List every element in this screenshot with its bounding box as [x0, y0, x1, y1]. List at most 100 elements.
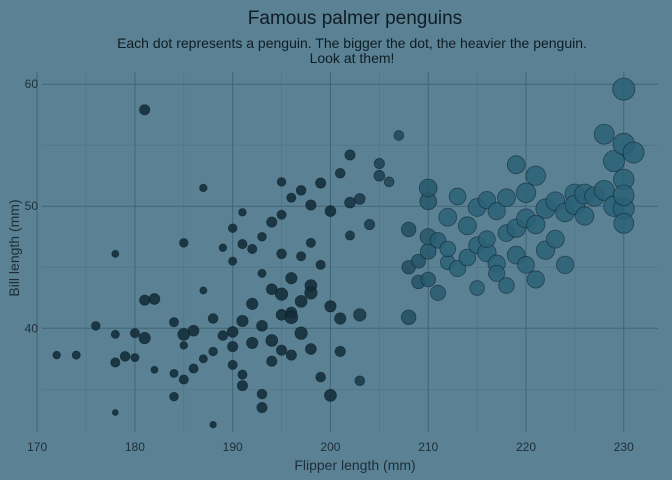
- data-point: [400, 309, 417, 326]
- data-point: [373, 169, 386, 182]
- data-point: [276, 209, 287, 220]
- data-point: [284, 310, 299, 325]
- data-point: [324, 205, 337, 217]
- data-point: [111, 409, 119, 416]
- data-point: [110, 329, 120, 339]
- x-tick-label: 200: [320, 440, 340, 454]
- data-point: [275, 344, 288, 356]
- data-point: [613, 184, 635, 206]
- chart-subtitle-line-1: Each dot represents a penguin. The bigge…: [117, 35, 587, 51]
- data-point: [344, 230, 356, 241]
- grid: [36, 72, 658, 432]
- data-point: [226, 326, 239, 338]
- data-point: [169, 368, 179, 378]
- data-point: [199, 183, 208, 193]
- data-point: [315, 371, 326, 383]
- data-point: [257, 231, 267, 242]
- data-point: [169, 391, 179, 402]
- data-point: [256, 320, 268, 332]
- data-point: [410, 253, 426, 269]
- data-point: [266, 355, 278, 367]
- data-point: [430, 284, 446, 301]
- data-point: [305, 199, 317, 211]
- data-point: [199, 286, 208, 295]
- x-tick-label: 220: [516, 440, 536, 454]
- y-tick-labels: 40 50 60: [25, 77, 39, 335]
- data-point: [613, 212, 635, 234]
- data-point: [469, 280, 485, 296]
- data-point: [304, 286, 318, 300]
- data-point: [556, 255, 575, 274]
- data-point: [150, 365, 159, 374]
- data-point: [506, 155, 526, 175]
- data-point: [138, 331, 151, 345]
- data-point: [612, 77, 636, 101]
- data-point: [439, 240, 457, 258]
- y-tick-label: 40: [25, 321, 39, 335]
- data-point: [420, 271, 436, 288]
- data-point: [373, 157, 385, 170]
- data-point: [227, 223, 238, 233]
- data-point: [218, 243, 228, 252]
- data-point: [266, 216, 278, 228]
- data-point: [315, 259, 326, 270]
- data-point: [418, 178, 438, 198]
- data-point: [265, 334, 279, 347]
- data-point: [487, 202, 506, 221]
- data-point: [256, 388, 268, 400]
- data-point: [393, 130, 405, 141]
- x-axis-title: Flipper length (mm): [294, 457, 415, 473]
- data-point: [208, 346, 218, 357]
- data-point: [438, 207, 458, 227]
- data-point: [515, 182, 537, 203]
- data-point: [71, 350, 81, 360]
- data-point: [294, 326, 308, 340]
- data-point: [52, 350, 61, 360]
- data-point: [458, 248, 477, 267]
- data-point: [217, 330, 229, 341]
- data-point: [488, 264, 506, 282]
- data-point: [498, 277, 515, 294]
- x-tick-label: 210: [418, 440, 438, 454]
- data-point: [148, 293, 161, 305]
- data-point: [497, 188, 516, 208]
- data-point: [344, 196, 356, 209]
- data-point: [334, 312, 347, 325]
- data-point: [478, 230, 496, 248]
- data-point: [257, 268, 267, 278]
- x-tick-label: 230: [614, 440, 634, 454]
- data-point: [178, 374, 189, 385]
- data-point: [575, 206, 595, 226]
- data-point: [237, 239, 248, 250]
- data-point: [179, 341, 188, 350]
- data-point: [517, 256, 535, 274]
- data-point: [593, 179, 615, 201]
- data-point: [305, 237, 316, 248]
- data-point: [227, 341, 239, 353]
- data-point: [256, 402, 268, 414]
- data-point: [363, 218, 376, 231]
- data-point: [526, 214, 546, 235]
- x-tick-label: 170: [27, 440, 47, 454]
- data-point: [383, 176, 395, 188]
- data-point: [276, 177, 287, 187]
- data-point: [187, 324, 200, 337]
- data-point: [315, 177, 327, 189]
- data-point: [111, 249, 120, 258]
- data-point: [209, 421, 217, 429]
- data-point: [353, 193, 366, 205]
- data-point: [593, 123, 615, 145]
- data-point: [276, 248, 287, 260]
- data-point: [168, 317, 180, 328]
- data-point: [198, 354, 208, 364]
- data-point: [207, 313, 219, 324]
- data-point: [354, 375, 366, 387]
- data-point: [526, 270, 545, 289]
- data-point: [238, 208, 247, 217]
- data-point: [285, 272, 298, 285]
- data-point: [91, 321, 101, 331]
- data-point: [119, 351, 131, 362]
- x-tick-label: 180: [125, 440, 145, 454]
- data-point: [139, 104, 151, 116]
